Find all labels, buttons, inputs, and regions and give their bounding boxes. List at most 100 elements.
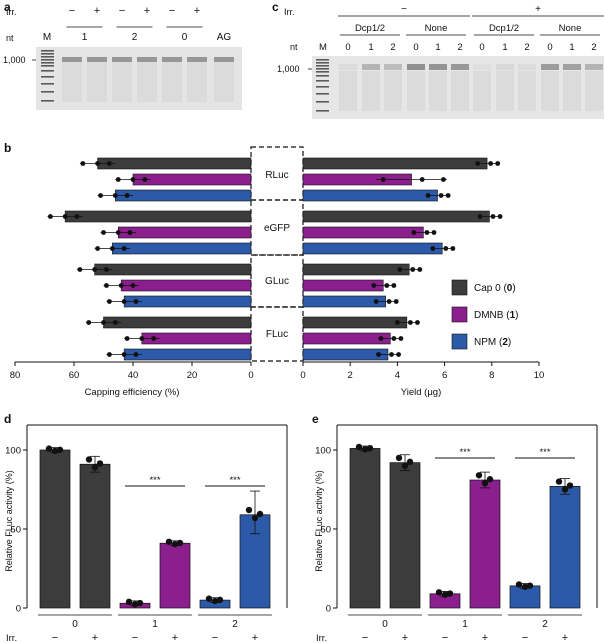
capping-data-point (121, 246, 127, 251)
panel-c-condition-label: None (425, 23, 448, 34)
legend-swatch (451, 333, 468, 350)
lane-smear (473, 71, 491, 111)
lane-smear (112, 62, 132, 102)
lane-smear (585, 71, 603, 111)
capping-bar-npm (112, 242, 252, 255)
capping-bar-dmnb (117, 226, 252, 239)
rna-band (162, 57, 182, 62)
lane-smear (451, 71, 469, 111)
marker-band (316, 101, 329, 103)
legend-swatch (451, 306, 468, 323)
group-label: 1 (152, 619, 158, 630)
panel-c-lane-label: 1 (502, 42, 507, 53)
data-point (435, 589, 443, 596)
panel-c-lane-label: 1 (569, 42, 574, 53)
yield-data-point (441, 177, 446, 182)
panel-d-letter: d (4, 412, 11, 426)
rna-band (87, 57, 107, 62)
yield-bar-dmnb (302, 332, 391, 345)
data-point (136, 599, 144, 607)
lane-smear (429, 71, 447, 111)
data-point (441, 591, 449, 598)
yield-data-point (425, 193, 431, 198)
yield-data-point (391, 283, 397, 288)
rna-band (362, 64, 380, 70)
panel-c-lane-label: 2 (390, 42, 395, 53)
activity-bar (79, 463, 111, 609)
yield-data-point (490, 214, 496, 219)
yield-data-point (391, 336, 397, 341)
gene-label: GLuc (265, 276, 289, 287)
yield-data-point (373, 299, 379, 304)
irr-sign: − (212, 632, 218, 643)
panel-c-irr-plus: + (535, 4, 541, 15)
capping-data-point (95, 246, 100, 251)
panel-c-lane-label: 1 (435, 42, 440, 53)
capping-data-point (124, 336, 130, 341)
legend-label: NPM (2) (474, 337, 511, 348)
lane-smear (339, 71, 357, 111)
panel-a-gel: a Irr. nt − + − + − + 1 2 0 M AG 1,000 (3, 0, 242, 110)
data-point (165, 538, 173, 545)
data-point (251, 514, 259, 522)
capping-data-point (62, 214, 68, 219)
yield-bar-cap-0 (302, 210, 490, 223)
capping-data-point (107, 352, 112, 357)
panel-a-irr-sign: + (144, 5, 150, 17)
lane-smear (62, 62, 82, 102)
capping-bar-cap-0 (97, 157, 252, 170)
yield-data-point (495, 161, 501, 166)
capping-data-point (130, 177, 136, 182)
panel-c-lane-label: 0 (479, 42, 484, 53)
data-point (355, 443, 363, 451)
panel-c-gel: c Irr. − + Dcp1/2 None Dcp1/2 None nt M 0 1 2 0… (272, 0, 604, 119)
marker-band (41, 100, 54, 102)
data-point (526, 582, 534, 589)
data-point (561, 486, 569, 493)
panel-d-y-label: Relative FLuc activity (%) (4, 470, 14, 572)
y-tick-label: 100 (315, 446, 331, 457)
irr-sign: − (522, 632, 528, 643)
right-tick-label: 0 (300, 370, 305, 381)
capping-data-point (95, 161, 100, 166)
data-point (406, 458, 414, 466)
group-label: 0 (72, 619, 78, 630)
lane-smear (137, 62, 157, 102)
yield-data-point (450, 246, 456, 251)
panel-c-condition-label: None (559, 23, 582, 34)
irr-sign: + (562, 632, 568, 643)
rna-band (339, 64, 357, 70)
capping-data-point (112, 193, 118, 198)
panel-a-irr-sign: + (194, 5, 200, 17)
capping-data-point (101, 230, 106, 235)
yield-bar-cap-0 (302, 263, 410, 276)
capping-data-point (115, 230, 121, 235)
group-label: 0 (382, 619, 388, 630)
capping-data-point (92, 267, 98, 272)
yield-data-point (396, 352, 401, 357)
data-point (446, 590, 454, 597)
marker-band (316, 65, 329, 67)
panel-a-group-label: 2 (132, 32, 138, 43)
marker-band (41, 76, 54, 78)
rna-band (407, 64, 425, 70)
data-point (566, 482, 574, 489)
marker-band (41, 65, 54, 67)
panel-e-chart: e Relative FLuc activity (%) 0 50 100 *** **… (312, 412, 598, 643)
capping-data-point (112, 320, 118, 325)
data-point (256, 510, 264, 518)
panel-a-size-label: 1,000 (3, 55, 26, 65)
yield-data-point (389, 352, 394, 357)
panel-a-irr-sign: − (119, 5, 125, 17)
panel-a-ag-label: AG (217, 32, 232, 43)
data-point (486, 476, 494, 483)
yield-data-point (411, 230, 417, 235)
panel-c-lane-label: 0 (547, 42, 552, 53)
capping-bar-cap-0 (103, 316, 252, 329)
lane-smear (162, 62, 182, 102)
panel-b-letter: b (4, 141, 11, 155)
rna-band (473, 64, 491, 70)
data-point (125, 598, 133, 606)
panel-a-irr-sign: − (69, 5, 75, 17)
gene-label: RLuc (265, 170, 288, 181)
